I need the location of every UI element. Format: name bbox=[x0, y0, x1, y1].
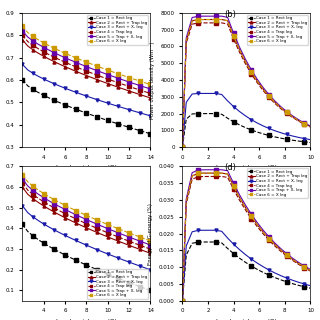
X-axis label: Load resistance (Ω): Load resistance (Ω) bbox=[56, 319, 117, 320]
Legend: Case 1 = Rect leg, Case 2 = Rect + Trap leg, Case 3 = Rect + X- leg, Case 4 = Tr: Case 1 = Rect leg, Case 2 = Rect + Trap … bbox=[87, 269, 148, 299]
Legend: Case 1 = Rect leg, Case 2 = Rect + Trap leg, Case 3 = Rect + X- leg, Case 4 = Tr: Case 1 = Rect leg, Case 2 = Rect + Trap … bbox=[247, 15, 308, 44]
Y-axis label: Energy of G-energy (%): Energy of G-energy (%) bbox=[148, 203, 154, 265]
Legend: Case 1 = Rect leg, Case 2 = Rect + Trap leg, Case 3 = Rect + X- leg, Case 4 = Tr: Case 1 = Rect leg, Case 2 = Rect + Trap … bbox=[87, 15, 148, 44]
X-axis label: Load resistance (Ω): Load resistance (Ω) bbox=[56, 165, 117, 170]
Y-axis label: Power output density (Wm⁻²): Power output density (Wm⁻²) bbox=[150, 41, 155, 119]
X-axis label: Load resistance (Ω): Load resistance (Ω) bbox=[216, 319, 277, 320]
X-axis label: Load resistance (Ω): Load resistance (Ω) bbox=[216, 165, 277, 170]
Text: (b): (b) bbox=[224, 10, 236, 19]
Text: (d): (d) bbox=[224, 163, 236, 172]
Legend: Case 1 = Rect leg, Case 2 = Rect + Trap leg, Case 3 = Rect + X- leg, Case 4 = Tr: Case 1 = Rect leg, Case 2 = Rect + Trap … bbox=[247, 169, 308, 198]
